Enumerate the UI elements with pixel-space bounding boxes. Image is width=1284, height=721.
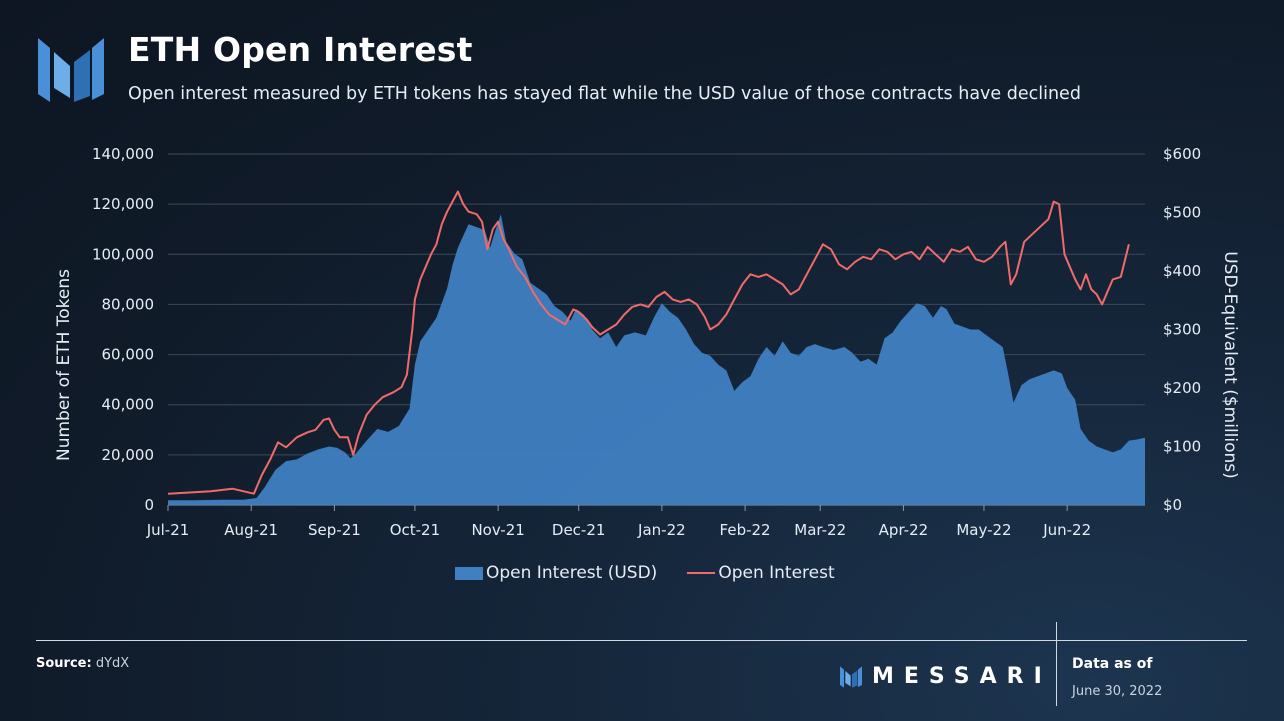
source-value: dYdX [95, 656, 130, 671]
source-label: Source: [36, 656, 92, 671]
right-tick-label: $600 [1163, 145, 1201, 163]
data-as-of-date: June 30, 2022 [1072, 684, 1163, 699]
x-tick-label: Jul-21 [146, 521, 190, 539]
left-tick-label: 60,000 [102, 346, 155, 364]
right-tick-label: $500 [1163, 204, 1201, 222]
right-tick-label: $0 [1163, 496, 1182, 514]
x-tick-label: Dec-21 [552, 521, 606, 539]
left-tick-label: 100,000 [92, 245, 154, 263]
legend-swatch-area [455, 566, 483, 580]
footer-vertical-divider [1056, 622, 1057, 706]
left-tick-label: 80,000 [102, 295, 155, 313]
brand-wordmark: MESSARI [872, 664, 1052, 689]
chart-legend: Open Interest (USD) Open Interest [455, 563, 835, 583]
messari-small-logo-icon [840, 665, 862, 688]
left-tick-label: 140,000 [92, 145, 154, 163]
left-tick-label: 120,000 [92, 195, 154, 213]
left-tick-label: 0 [144, 496, 154, 514]
x-tick-label: Jan-22 [637, 521, 686, 539]
x-tick-label: Mar-22 [794, 521, 846, 539]
x-tick-label: Apr-22 [879, 521, 929, 539]
right-axis-title: USD-Equivalent ($millions) [1220, 251, 1240, 479]
x-axis-ticks: Jul-21 Aug-21 Sep-21 Oct-21 Nov-21 Dec-21 Jan-… [146, 505, 1091, 539]
left-tick-label: 40,000 [102, 396, 155, 414]
chart-subtitle: Open interest measured by ETH tokens has… [128, 84, 1081, 104]
x-tick-label: Jun-22 [1042, 521, 1091, 539]
right-tick-label: $300 [1163, 321, 1201, 339]
legend-swatch-line [687, 572, 716, 574]
x-tick-label: Aug-21 [224, 521, 278, 539]
area-series-open-interest-usd [168, 214, 1145, 506]
left-axis-title: Number of ETH Tokens [54, 269, 74, 461]
left-axis-ticks: 0 20,000 40,000 60,000 80,000 100,000 120,000 1… [92, 145, 154, 514]
footer-divider [36, 640, 1247, 641]
right-tick-label: $100 [1163, 438, 1201, 456]
right-tick-label: $400 [1163, 262, 1201, 280]
x-tick-label: Oct-21 [390, 521, 440, 539]
chart-canvas: 0 20,000 40,000 60,000 80,000 100,000 120,000 1… [54, 145, 1240, 539]
left-tick-label: 20,000 [102, 446, 155, 464]
data-as-of-label: Data as of [1072, 656, 1153, 672]
x-tick-label: Sep-21 [308, 521, 361, 539]
x-tick-label: May-22 [956, 521, 1011, 539]
right-axis-ticks: $0 $100 $200 $300 $400 $500 $600 [1163, 145, 1201, 514]
messari-logo-icon [38, 38, 104, 102]
right-tick-label: $200 [1163, 379, 1201, 397]
x-tick-label: Nov-21 [471, 521, 524, 539]
source-note: Source: dYdX [36, 656, 129, 671]
legend-label-area: Open Interest (USD) [486, 563, 658, 583]
line-series-open-interest [167, 190, 1130, 495]
legend-label-line: Open Interest [718, 563, 835, 583]
brand-mark: MESSARI [840, 664, 1052, 689]
chart-title: ETH Open Interest [128, 30, 473, 69]
x-tick-label: Feb-22 [720, 521, 771, 539]
